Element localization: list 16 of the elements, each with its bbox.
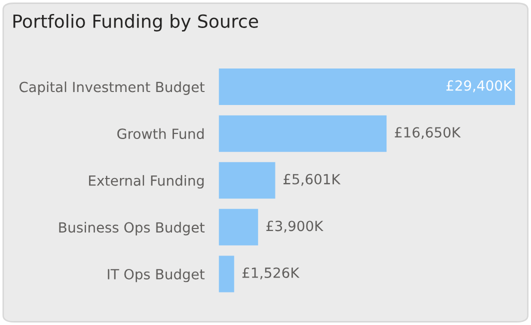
y-tick-label: Growth Fund	[117, 128, 204, 140]
y-tick-label: Capital Investment Budget	[20, 82, 205, 95]
bar	[218, 208, 258, 246]
chart-title: Portfolio Funding by Source	[13, 14, 258, 32]
data-label: £16,650K	[394, 127, 461, 140]
bar	[218, 162, 276, 199]
y-tick-label: IT Ops Budget	[108, 268, 205, 282]
bar	[218, 115, 387, 152]
data-label: £3,900K	[266, 220, 324, 233]
data-label: £29,400K	[446, 80, 512, 92]
bar	[218, 256, 234, 292]
y-tick-label: External Funding	[89, 175, 204, 189]
y-tick-label: Business Ops Budget	[59, 222, 205, 236]
data-label: £1,526K	[242, 268, 300, 280]
data-label: £5,601K	[284, 174, 341, 186]
bar	[218, 68, 516, 106]
